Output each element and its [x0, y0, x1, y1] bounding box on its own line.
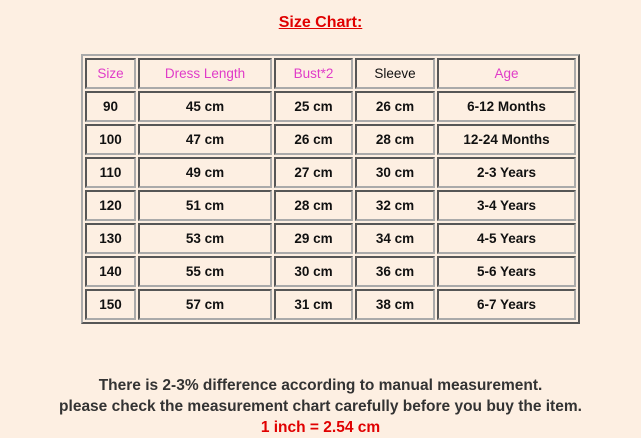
footer: There is 2-3% difference according to ma…: [0, 375, 641, 438]
table-cell: 27 cm: [274, 157, 353, 188]
table-cell: 150: [85, 289, 136, 320]
header-row: Size Dress Length Bust*2 Sleeve Age: [85, 58, 576, 89]
table-cell: 6-7 Years: [437, 289, 576, 320]
table-cell: 4-5 Years: [437, 223, 576, 254]
table-cell: 29 cm: [274, 223, 353, 254]
size-table: Size Dress Length Bust*2 Sleeve Age 90 45 cm 25…: [81, 54, 580, 324]
table-cell: 32 cm: [355, 190, 435, 221]
table-cell: 130: [85, 223, 136, 254]
title: Size Chart:: [278, 14, 363, 31]
table-cell: 28 cm: [355, 124, 435, 155]
table-cell: 30 cm: [274, 256, 353, 287]
footer-line: 1 inch = 2.54 cm: [260, 419, 381, 436]
table-cell: 34 cm: [355, 223, 435, 254]
table-cell: 45 cm: [138, 91, 272, 122]
table-cell: 120: [85, 190, 136, 221]
table-cell: 100: [85, 124, 136, 155]
table-row: 140 55 cm 30 cm 36 cm 5-6 Years: [85, 256, 576, 287]
table-cell: 25 cm: [274, 91, 353, 122]
table-cell: 140: [85, 256, 136, 287]
table-cell: 51 cm: [138, 190, 272, 221]
table-cell: 2-3 Years: [437, 157, 576, 188]
table-cell: 53 cm: [138, 223, 272, 254]
table-row: 150 57 cm 31 cm 38 cm 6-7 Years: [85, 289, 576, 320]
footer-line: There is 2-3% difference according to ma…: [98, 377, 543, 394]
footer-line: please check the measurement chart caref…: [59, 398, 582, 415]
table-cell: 28 cm: [274, 190, 353, 221]
header-cell: Sleeve: [355, 58, 435, 89]
table-cell: 26 cm: [355, 91, 435, 122]
table-row: 130 53 cm 29 cm 34 cm 4-5 Years: [85, 223, 576, 254]
table-cell: 31 cm: [274, 289, 353, 320]
table-cell: 49 cm: [138, 157, 272, 188]
table-cell: 26 cm: [274, 124, 353, 155]
header-cell: Size: [85, 58, 136, 89]
header-cell: Bust*2: [274, 58, 353, 89]
table-cell: 3-4 Years: [437, 190, 576, 221]
header-cell: Age: [437, 58, 576, 89]
header-cell: Dress Length: [138, 58, 272, 89]
table-row: 100 47 cm 26 cm 28 cm 12-24 Months: [85, 124, 576, 155]
table-cell: 90: [85, 91, 136, 122]
table-cell: 6-12 Months: [437, 91, 576, 122]
table-row: 120 51 cm 28 cm 32 cm 3-4 Years: [85, 190, 576, 221]
table-cell: 110: [85, 157, 136, 188]
table-cell: 12-24 Months: [437, 124, 576, 155]
table-cell: 36 cm: [355, 256, 435, 287]
table-cell: 30 cm: [355, 157, 435, 188]
table-cell: 57 cm: [138, 289, 272, 320]
table-cell: 47 cm: [138, 124, 272, 155]
table-cell: 55 cm: [138, 256, 272, 287]
table-cell: 5-6 Years: [437, 256, 576, 287]
table-row: 90 45 cm 25 cm 26 cm 6-12 Months: [85, 91, 576, 122]
table-cell: 38 cm: [355, 289, 435, 320]
table-row: 110 49 cm 27 cm 30 cm 2-3 Years: [85, 157, 576, 188]
